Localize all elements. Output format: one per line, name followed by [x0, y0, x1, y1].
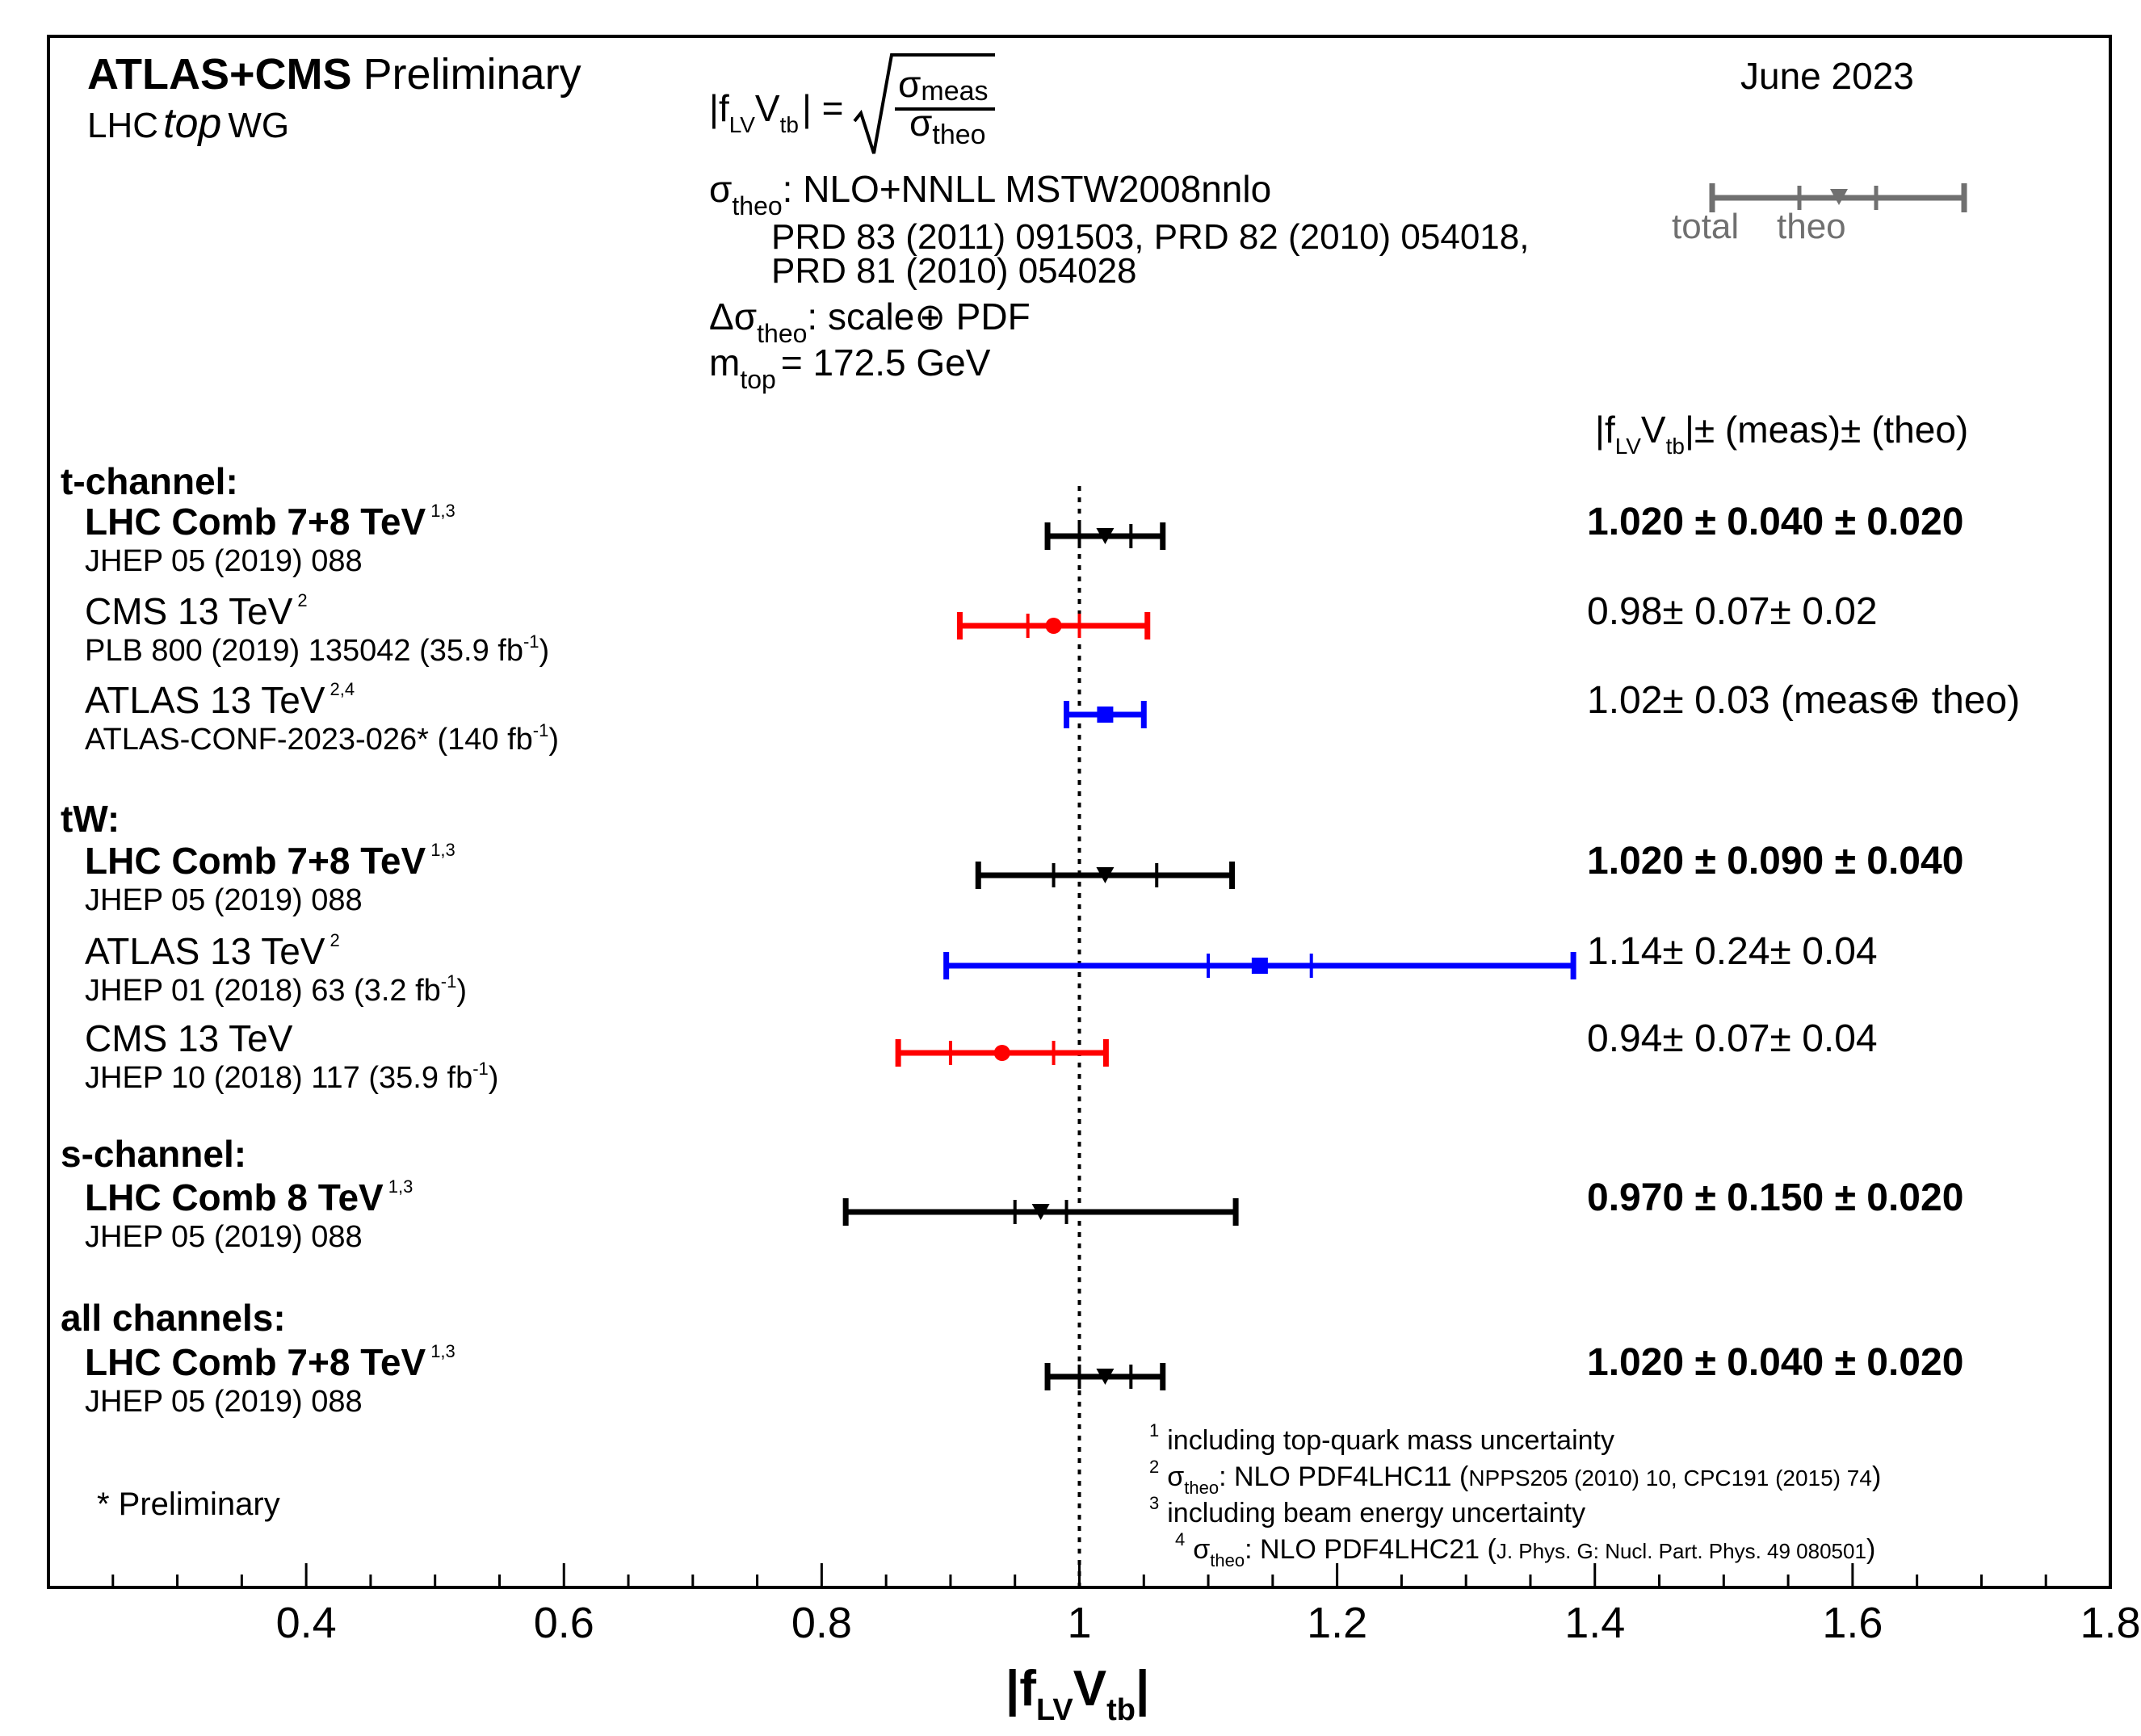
measurement-result: 1.020 ± 0.040 ± 0.020 — [1587, 1341, 1963, 1384]
marker-triangle — [1096, 528, 1115, 544]
measurement-reference: JHEP 05 (2019) 088 — [85, 1385, 363, 1419]
measurement-reference: PLB 800 (2019) 135042 (35.9 fb-1) — [85, 631, 549, 668]
wg-label: LHC top WG — [87, 100, 289, 147]
measurement-label: CMS 13 TeV 2 — [85, 590, 308, 632]
measurement-label: CMS 13 TeV — [85, 1017, 293, 1059]
theo-ref-1: PRD 83 (2011) 091503, PRD 82 (2010) 0540… — [771, 217, 1529, 257]
preliminary-note: * Preliminary — [97, 1487, 280, 1522]
marker-square — [1251, 958, 1268, 974]
measurement-result: 1.020 ± 0.040 ± 0.020 — [1587, 501, 1963, 543]
formula-denominator: σtheo — [909, 102, 986, 150]
measurement-result: 0.94± 0.07± 0.04 — [1587, 1017, 1878, 1060]
theo-ref-2: PRD 81 (2010) 054028 — [771, 251, 1137, 291]
x-tick-label: 1.4 — [1564, 1599, 1625, 1647]
marker-triangle — [1096, 1369, 1115, 1385]
x-tick-label: 1.6 — [1822, 1599, 1883, 1647]
measurement-result: 0.98± 0.07± 0.02 — [1587, 590, 1878, 633]
marker-triangle — [1031, 1204, 1050, 1220]
legend-theo-label: theo — [1777, 207, 1846, 246]
measurement-label: ATLAS 13 TeV 2 — [85, 930, 340, 972]
group-label: s-channel: — [61, 1133, 246, 1175]
footnote-3: 3 including beam energy uncertainty — [1149, 1493, 1585, 1528]
group-label: tW: — [61, 798, 120, 840]
delta-theo-line: Δσtheo: scale⊕ PDF — [709, 296, 1031, 348]
measurement-result: 1.020 ± 0.090 ± 0.040 — [1587, 840, 1963, 883]
measurement-reference: ATLAS-CONF-2023-026* (140 fb-1) — [85, 720, 559, 757]
footnote-1: 1 including top-quark mass uncertainty — [1149, 1420, 1614, 1456]
measurement-label: LHC Comb 7+8 TeV 1,3 — [85, 840, 455, 882]
x-tick-label: 0.4 — [276, 1599, 337, 1647]
measurement-label: LHC Comb 7+8 TeV 1,3 — [85, 501, 455, 543]
x-tick-label: 1.8 — [2080, 1599, 2140, 1647]
marker-square — [1097, 707, 1114, 723]
measurement-reference: JHEP 10 (2018) 117 (35.9 fb-1) — [85, 1059, 498, 1095]
x-tick-label: 0.8 — [791, 1599, 852, 1647]
date-label: June 2023 — [1740, 55, 1914, 97]
measurement-label: LHC Comb 7+8 TeV 1,3 — [85, 1341, 455, 1383]
x-tick-label: 1 — [1067, 1599, 1091, 1647]
legend-marker — [1830, 189, 1848, 205]
measurement-reference: JHEP 05 (2019) 088 — [85, 544, 363, 578]
uncertainty-legend — [1709, 183, 1967, 212]
marker-circle — [993, 1045, 1010, 1061]
theo-line: σtheo: NLO+NNLL MSTW2008nnlo — [709, 168, 1271, 220]
measurement-result: 1.14± 0.24± 0.04 — [1587, 930, 1878, 973]
results-header: |fLVVtb|± (meas)± (theo) — [1595, 409, 1968, 459]
measurement-reference: JHEP 01 (2018) 63 (3.2 fb-1) — [85, 971, 467, 1008]
measurement-label: LHC Comb 8 TeV 1,3 — [85, 1176, 413, 1218]
measurement-result: 1.02± 0.03 (meas⊕ theo) — [1587, 679, 2020, 722]
footnote-4: 4 σtheo: NLO PDF4LHC21 (J. Phys. G: Nucl.… — [1175, 1529, 1875, 1570]
x-axis-title: |fLVVtb| — [1005, 1661, 1149, 1727]
formula-numerator: σmeas — [898, 63, 989, 107]
group-label: all channels: — [61, 1297, 286, 1339]
sqrt-sign — [853, 53, 995, 154]
x-axis: 0.4 0.6 0.8 1 1.2 1.4 1.6 1.8 — [111, 1563, 2141, 1647]
measurement-reference: JHEP 05 (2019) 088 — [85, 1220, 363, 1254]
x-tick-label: 1.2 — [1307, 1599, 1367, 1647]
collab-title: ATLAS+CMS Preliminary — [87, 50, 581, 99]
measurement-label: ATLAS 13 TeV 2,4 — [85, 679, 355, 721]
x-tick-label: 0.6 — [534, 1599, 594, 1647]
marker-triangle — [1096, 867, 1115, 883]
marker-circle — [1045, 618, 1062, 634]
mtop-line: mtop = 172.5 GeV — [709, 342, 991, 394]
formula-lhs: |fLVVtb| = — [709, 87, 844, 137]
footnote-2: 2 σtheo: NLO PDF4LHC11 (NPPS205 (2010) 10… — [1149, 1457, 1881, 1498]
measurement-result: 0.970 ± 0.150 ± 0.020 — [1587, 1176, 1963, 1219]
legend-total-label: total — [1672, 207, 1739, 246]
measurement-reference: JHEP 05 (2019) 088 — [85, 883, 363, 917]
group-label: t-channel: — [61, 460, 238, 502]
measurement-marks — [842, 522, 1576, 1390]
